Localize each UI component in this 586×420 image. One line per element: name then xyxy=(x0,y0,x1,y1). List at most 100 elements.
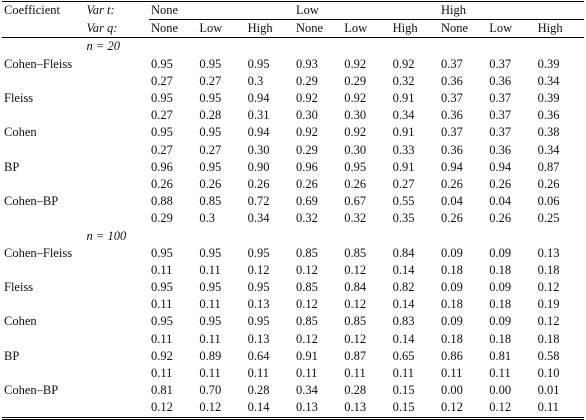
header-row: Coefficient Var t: None Low High xyxy=(2,0,584,21)
value-cell: 0.11 xyxy=(247,366,270,381)
value-cell: 0.95 xyxy=(199,280,222,295)
value-cell: 0.13 xyxy=(342,399,391,420)
blank xyxy=(85,262,149,279)
subcolumn-header: None xyxy=(293,19,343,39)
value-cell: 0.93 xyxy=(295,56,318,71)
blank xyxy=(85,382,149,399)
value-cell: 0.26 xyxy=(199,176,222,191)
value-cell: 0.09 xyxy=(489,245,512,260)
value-cell: 0.11 xyxy=(295,366,318,381)
value-cell: 0.28 xyxy=(199,108,222,123)
value-cell: 0.18 xyxy=(440,262,463,277)
blank xyxy=(2,142,85,159)
blank xyxy=(85,73,149,90)
value-cell: 0.95 xyxy=(199,245,222,260)
value-cell: 0.82 xyxy=(392,280,415,295)
blank xyxy=(2,19,85,39)
value-cell: 0.39 xyxy=(537,56,560,71)
section-row: n = 20 xyxy=(2,38,584,56)
value-cell: 0.37 xyxy=(440,91,463,106)
value-cell: 0.95 xyxy=(199,125,222,140)
var-t-header: Var t: xyxy=(84,0,149,20)
blank xyxy=(85,348,149,365)
value-cell: 0.11 xyxy=(392,366,415,381)
data-row: Cohen–Fleiss 0.95 0.95 0.95 0.93 0.92 0.92 0.37… xyxy=(2,56,584,73)
value-cell: 0.26 xyxy=(440,211,463,226)
section-label: n = 20 xyxy=(86,39,120,54)
value-cell: 0.27 xyxy=(392,176,415,191)
value-cell: 0.37 xyxy=(489,56,512,71)
blank xyxy=(84,399,149,420)
value-cell: 0.3 xyxy=(199,211,215,226)
value-cell: 0.94 xyxy=(247,125,270,140)
value-cell: 0.36 xyxy=(537,108,560,123)
value-cell: 0.29 xyxy=(150,211,173,226)
data-row: 0.26 0.26 0.26 0.26 0.26 0.27 0.26 0.26 0.26 xyxy=(2,176,584,193)
data-row: Cohen 0.95 0.95 0.95 0.85 0.85 0.83 0.09 0.09 0.1… xyxy=(2,313,584,330)
blank xyxy=(2,331,85,348)
value-cell: 0.36 xyxy=(489,142,512,157)
data-row: 0.27 0.27 0.3 0.29 0.29 0.32 0.36 0.36 0.34 xyxy=(2,73,584,90)
blank xyxy=(2,365,85,382)
value-cell: 0.92 xyxy=(344,91,367,106)
value-cell: 0.00 xyxy=(489,383,512,398)
data-row: 0.11 0.11 0.12 0.12 0.12 0.14 0.18 0.18 0.18 xyxy=(2,262,584,279)
value-cell: 0.18 xyxy=(489,331,512,346)
blank xyxy=(2,107,85,124)
value-cell: 0.11 xyxy=(199,262,221,277)
value-cell: 0.00 xyxy=(440,383,463,398)
section-label: n = 100 xyxy=(86,228,127,243)
data-row: 0.11 0.11 0.13 0.12 0.12 0.14 0.18 0.18 0.18 xyxy=(2,331,584,348)
value-cell: 0.86 xyxy=(440,348,463,363)
value-cell: 0.13 xyxy=(247,297,270,312)
coefficient-name: Fleiss xyxy=(4,280,34,295)
blank xyxy=(85,279,149,296)
group-header: None xyxy=(148,0,294,21)
value-cell: 0.12 xyxy=(148,399,198,420)
value-cell: 0.26 xyxy=(247,176,270,191)
group-header: High xyxy=(438,0,584,21)
blank xyxy=(2,210,85,227)
value-cell: 0.85 xyxy=(295,245,318,260)
subcolumn-header: Low xyxy=(487,19,536,39)
value-cell: 0.27 xyxy=(199,73,222,88)
value-cell: 0.64 xyxy=(247,348,270,363)
value-cell: 0.85 xyxy=(344,314,367,329)
value-cell: 0.29 xyxy=(344,73,367,88)
value-cell: 0.12 xyxy=(295,331,318,346)
value-cell: 0.27 xyxy=(150,73,173,88)
value-cell: 0.12 xyxy=(537,280,560,295)
value-cell: 0.13 xyxy=(537,245,560,260)
blank xyxy=(85,176,149,193)
value-cell: 0.85 xyxy=(295,314,318,329)
var-q-header: Var q: xyxy=(84,19,149,39)
blank xyxy=(2,38,85,56)
value-cell: 0.12 xyxy=(344,331,367,346)
blank xyxy=(85,313,149,330)
value-cell: 0.37 xyxy=(440,125,463,140)
data-row: BP 0.96 0.95 0.90 0.96 0.95 0.91 0.94 0.94 0.87 xyxy=(2,159,584,176)
value-cell: 0.88 xyxy=(150,194,173,209)
data-row: 0.12 0.12 0.14 0.13 0.13 0.15 0.12 0.12 0.11 xyxy=(2,399,584,420)
value-cell: 0.36 xyxy=(440,108,463,123)
value-cell: 0.81 xyxy=(489,348,512,363)
value-cell: 0.12 xyxy=(487,399,536,420)
data-row: BP 0.92 0.89 0.64 0.91 0.87 0.65 0.86 0.81 0.58 xyxy=(2,348,584,365)
data-row: Cohen–BP 0.81 0.70 0.28 0.34 0.28 0.15 0.00 0.00… xyxy=(2,382,584,399)
blank xyxy=(2,176,85,193)
value-cell: 0.26 xyxy=(489,211,512,226)
value-cell: 0.34 xyxy=(295,383,318,398)
value-cell: 0.09 xyxy=(489,314,512,329)
subcolumn-header: None xyxy=(438,19,488,39)
value-cell: 0.55 xyxy=(392,194,415,209)
value-cell: 0.34 xyxy=(537,73,560,88)
value-cell: 0.58 xyxy=(537,348,560,363)
value-cell: 0.37 xyxy=(489,125,512,140)
value-cell: 0.94 xyxy=(247,91,270,106)
value-cell: 0.12 xyxy=(197,399,246,420)
value-cell: 0.95 xyxy=(150,314,173,329)
value-cell: 0.26 xyxy=(489,176,512,191)
value-cell: 0.14 xyxy=(245,399,294,420)
value-cell: 0.32 xyxy=(344,211,367,226)
